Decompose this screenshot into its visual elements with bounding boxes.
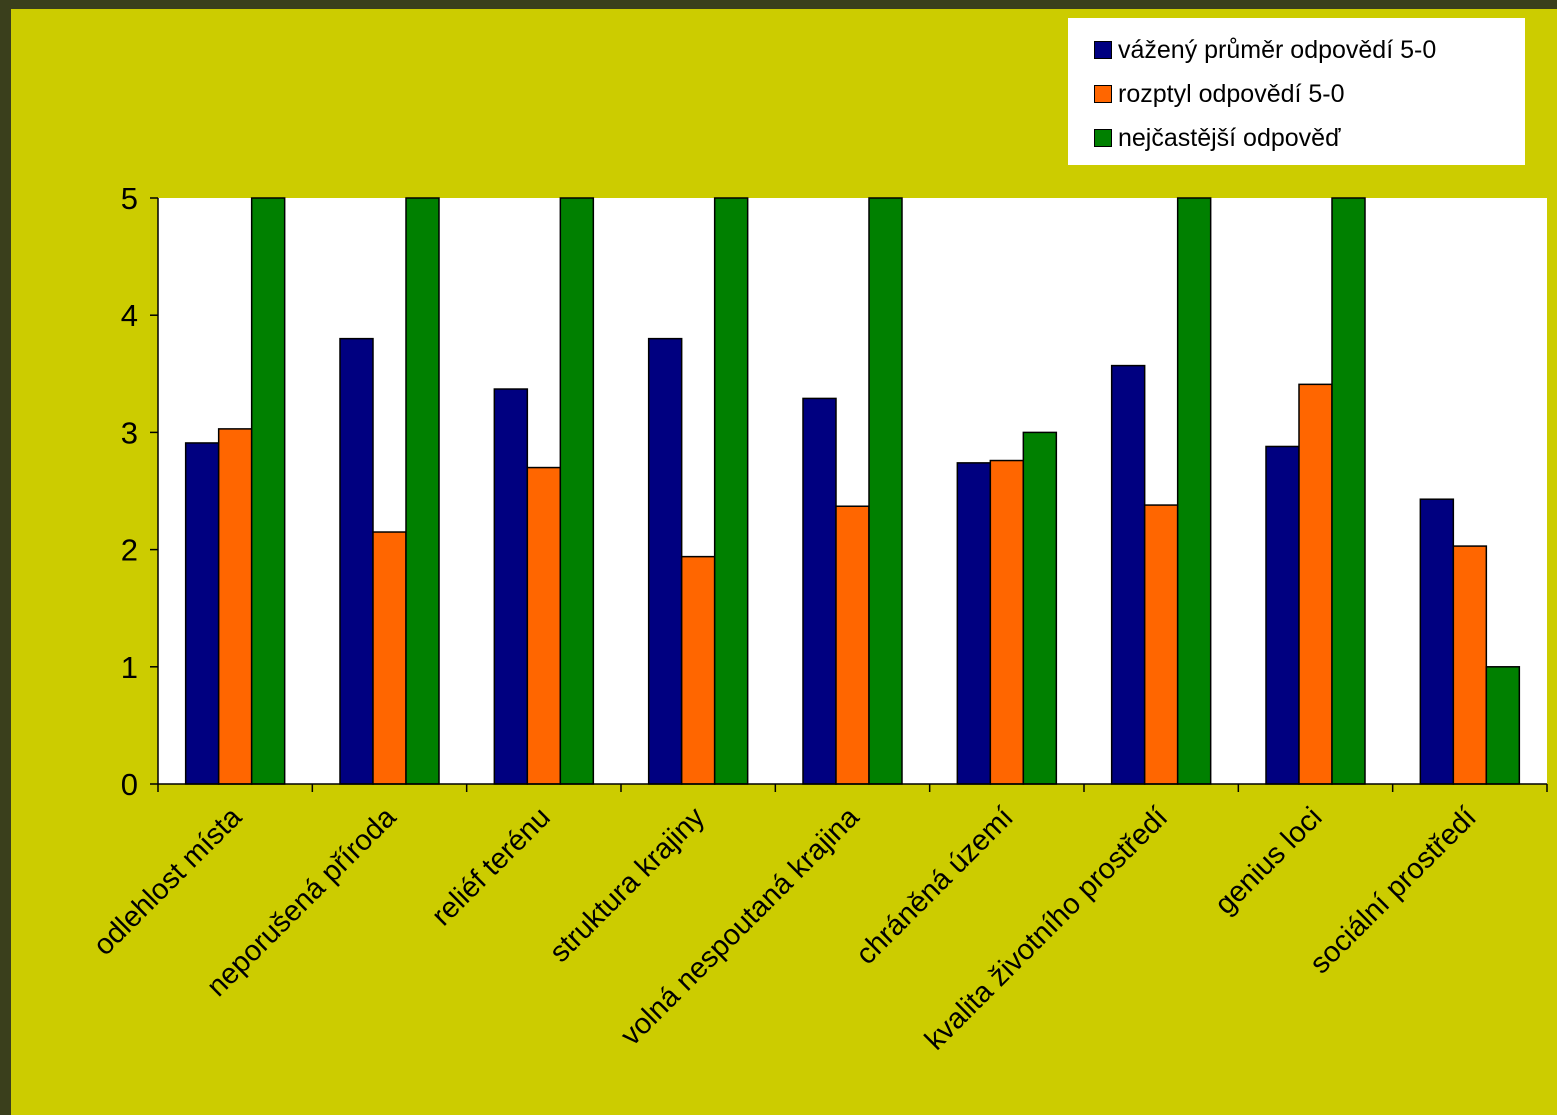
x-category-label: sociální prostředí bbox=[1304, 801, 1483, 980]
bar-1-4 bbox=[647, 337, 683, 785]
bar-3-9 bbox=[1485, 666, 1521, 785]
bar-3-1 bbox=[250, 197, 286, 785]
x-category-label: chráněná území bbox=[850, 801, 1020, 971]
legend-swatch-series-2 bbox=[1094, 85, 1112, 103]
bar-2-2 bbox=[372, 531, 407, 785]
bar-3-2 bbox=[405, 197, 440, 785]
legend-swatch-series-3 bbox=[1094, 129, 1112, 147]
bar-1-3 bbox=[493, 388, 529, 785]
legend-item-series-2: rozptyl odpovědí 5-0 bbox=[1094, 72, 1525, 116]
bar-3-3 bbox=[559, 197, 595, 785]
bar-2-1 bbox=[217, 428, 253, 785]
x-category-label: reliéf terénu bbox=[426, 801, 557, 932]
bar-1-2 bbox=[339, 337, 374, 785]
x-category-label: odlehlost místa bbox=[88, 801, 249, 962]
y-tick-label: 2 bbox=[121, 533, 138, 568]
bar-3-5 bbox=[868, 197, 903, 785]
bar-3-4 bbox=[713, 197, 749, 785]
legend-item-series-1: vážený průměr odpovědí 5-0 bbox=[1094, 28, 1525, 72]
bar-1-1 bbox=[184, 442, 220, 785]
bar-1-8 bbox=[1265, 445, 1300, 785]
slide-background: 0 1 2 3 4 5 odlehlost místa neporušená příroda r… bbox=[11, 9, 1557, 1115]
bar-3-7 bbox=[1176, 197, 1212, 785]
bar-2-3 bbox=[526, 466, 562, 785]
legend-label-series-1: vážený průměr odpovědí 5-0 bbox=[1118, 35, 1437, 64]
bar-1-7 bbox=[1110, 364, 1146, 785]
y-tick-label: 0 bbox=[121, 767, 138, 802]
x-category-label: genius loci bbox=[1209, 801, 1329, 921]
x-category-label: struktura krajiny bbox=[544, 801, 712, 969]
bar-3-6 bbox=[1022, 431, 1058, 785]
bar-2-4 bbox=[680, 555, 716, 785]
legend-item-series-3: nejčastější odpověď bbox=[1094, 116, 1525, 160]
bar-2-7 bbox=[1143, 504, 1179, 785]
chart-legend: vážený průměr odpovědí 5-0 rozptyl odpov… bbox=[1068, 18, 1525, 165]
legend-label-series-3: nejčastější odpověď bbox=[1118, 123, 1341, 152]
bar-2-6 bbox=[989, 459, 1025, 785]
x-category-label: kvalita životního prostředí bbox=[919, 801, 1174, 1056]
bar-2-9 bbox=[1452, 545, 1488, 785]
y-tick-label: 3 bbox=[121, 415, 138, 450]
y-tick-label: 5 bbox=[121, 181, 138, 216]
bar-2-5 bbox=[835, 505, 870, 785]
bar-1-9 bbox=[1419, 498, 1455, 785]
bar-2-8 bbox=[1298, 383, 1333, 785]
y-tick-label: 1 bbox=[121, 650, 138, 685]
legend-swatch-series-1 bbox=[1094, 41, 1112, 59]
bar-1-5 bbox=[802, 397, 837, 785]
bar-1-6 bbox=[956, 462, 992, 785]
y-tick-label: 4 bbox=[121, 298, 138, 333]
legend-label-series-2: rozptyl odpovědí 5-0 bbox=[1118, 79, 1345, 108]
bar-3-8 bbox=[1331, 197, 1366, 785]
